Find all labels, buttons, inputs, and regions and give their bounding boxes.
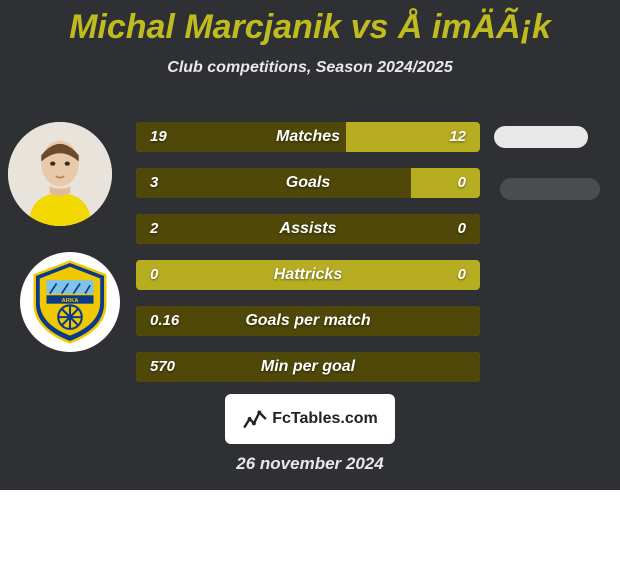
side-pill	[494, 126, 588, 148]
stat-label: Goals	[136, 168, 480, 198]
comparison-panel: Michal Marcjanik vs Å imÄÃ¡k Club compet…	[0, 0, 620, 490]
stat-label: Min per goal	[136, 352, 480, 382]
comparison-title: Michal Marcjanik vs Å imÄÃ¡k	[0, 0, 620, 47]
stat-row: 0Hattricks0	[136, 260, 480, 290]
date-line: 26 november 2024	[0, 454, 620, 474]
stat-label: Hattricks	[136, 260, 480, 290]
branding-label: FcTables.com	[272, 410, 378, 428]
branding-icon	[242, 406, 268, 432]
stat-row: 570Min per goal	[136, 352, 480, 382]
stat-right-value: 0	[458, 168, 466, 198]
comparison-subtitle: Club competitions, Season 2024/2025	[0, 59, 620, 77]
player1-club-badge: ARKA	[20, 252, 120, 352]
stat-row: 0.16Goals per match	[136, 306, 480, 336]
stat-row: 19Matches12	[136, 122, 480, 152]
branding-box[interactable]: FcTables.com	[225, 394, 395, 444]
stat-right-value: 12	[449, 122, 466, 152]
svg-text:ARKA: ARKA	[62, 298, 80, 304]
stat-label: Goals per match	[136, 306, 480, 336]
player1-avatar	[8, 122, 112, 226]
stat-label: Assists	[136, 214, 480, 244]
stat-row: 3Goals0	[136, 168, 480, 198]
stat-right-value: 0	[458, 260, 466, 290]
stat-row: 2Assists0	[136, 214, 480, 244]
stat-right-value: 0	[458, 214, 466, 244]
stat-label: Matches	[136, 122, 480, 152]
stat-bars: 19Matches123Goals02Assists00Hattricks00.…	[136, 122, 480, 398]
side-pill	[500, 178, 600, 200]
